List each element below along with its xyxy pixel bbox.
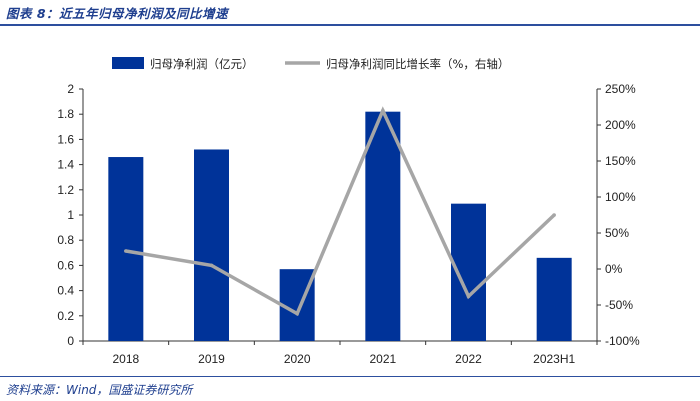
line-point-yoy-growth — [552, 213, 556, 217]
line-point-yoy-growth — [381, 108, 385, 113]
x-tick-label: 2021 — [369, 352, 396, 366]
x-tick-label: 2019 — [198, 352, 225, 366]
bar-net-profit — [536, 257, 572, 341]
bar-net-profit — [108, 157, 144, 341]
bar-net-profit — [194, 149, 229, 341]
title-divider — [0, 24, 700, 26]
y-left-tick-label: 1.4 — [57, 158, 74, 172]
line-yoy-growth — [125, 106, 556, 317]
y-right-tick-label: -50% — [605, 298, 633, 312]
y-left-tick-label: 0.6 — [57, 258, 74, 272]
y-left-tick-label: 0.8 — [57, 233, 74, 247]
y-right-tick-label: 150% — [605, 154, 636, 168]
line-point-yoy-growth — [295, 311, 299, 316]
y-left-tick-label: 0 — [67, 334, 74, 348]
x-tick-label: 2023H1 — [533, 352, 575, 366]
legend-label-bar: 归母净利润（亿元） — [150, 57, 254, 71]
x-tick-label: 2022 — [455, 352, 482, 366]
y-left-tick-label: 0.2 — [57, 309, 74, 323]
line-point-yoy-growth — [124, 249, 128, 253]
line-point-yoy-growth — [466, 294, 471, 299]
y-right-tick-label: 100% — [605, 190, 636, 204]
y-left-tick-label: 1 — [67, 208, 74, 222]
y-right-tick-label: 200% — [605, 118, 636, 132]
y-right-tick-label: 0% — [605, 262, 623, 276]
y-left-tick-label: 0.4 — [57, 284, 74, 298]
y-right-tick-label: 50% — [605, 226, 629, 240]
source-divider — [0, 376, 700, 377]
line-point-yoy-growth — [209, 263, 214, 268]
y-right-tick-label: -100% — [605, 334, 640, 348]
x-tick-label: 2020 — [284, 352, 311, 366]
x-tick-label: 2018 — [112, 352, 139, 366]
figure-title: 图表 8：近五年归母净利润及同比增速 — [6, 6, 229, 21]
y-right-tick-label: 250% — [605, 82, 636, 96]
legend-label-line: 归母净利润同比增长率（%，右轴） — [326, 57, 509, 71]
source-note: 资料来源：Wind，国盛证券研究所 — [6, 383, 193, 397]
y-left-tick-label: 1.6 — [57, 132, 74, 146]
y-left-tick-label: 1.8 — [57, 107, 74, 121]
bar-net-profit — [365, 111, 401, 342]
legend-swatch-bar — [112, 57, 144, 69]
y-left-tick-label: 2 — [67, 82, 74, 96]
y-left-tick-label: 1.2 — [57, 183, 74, 197]
